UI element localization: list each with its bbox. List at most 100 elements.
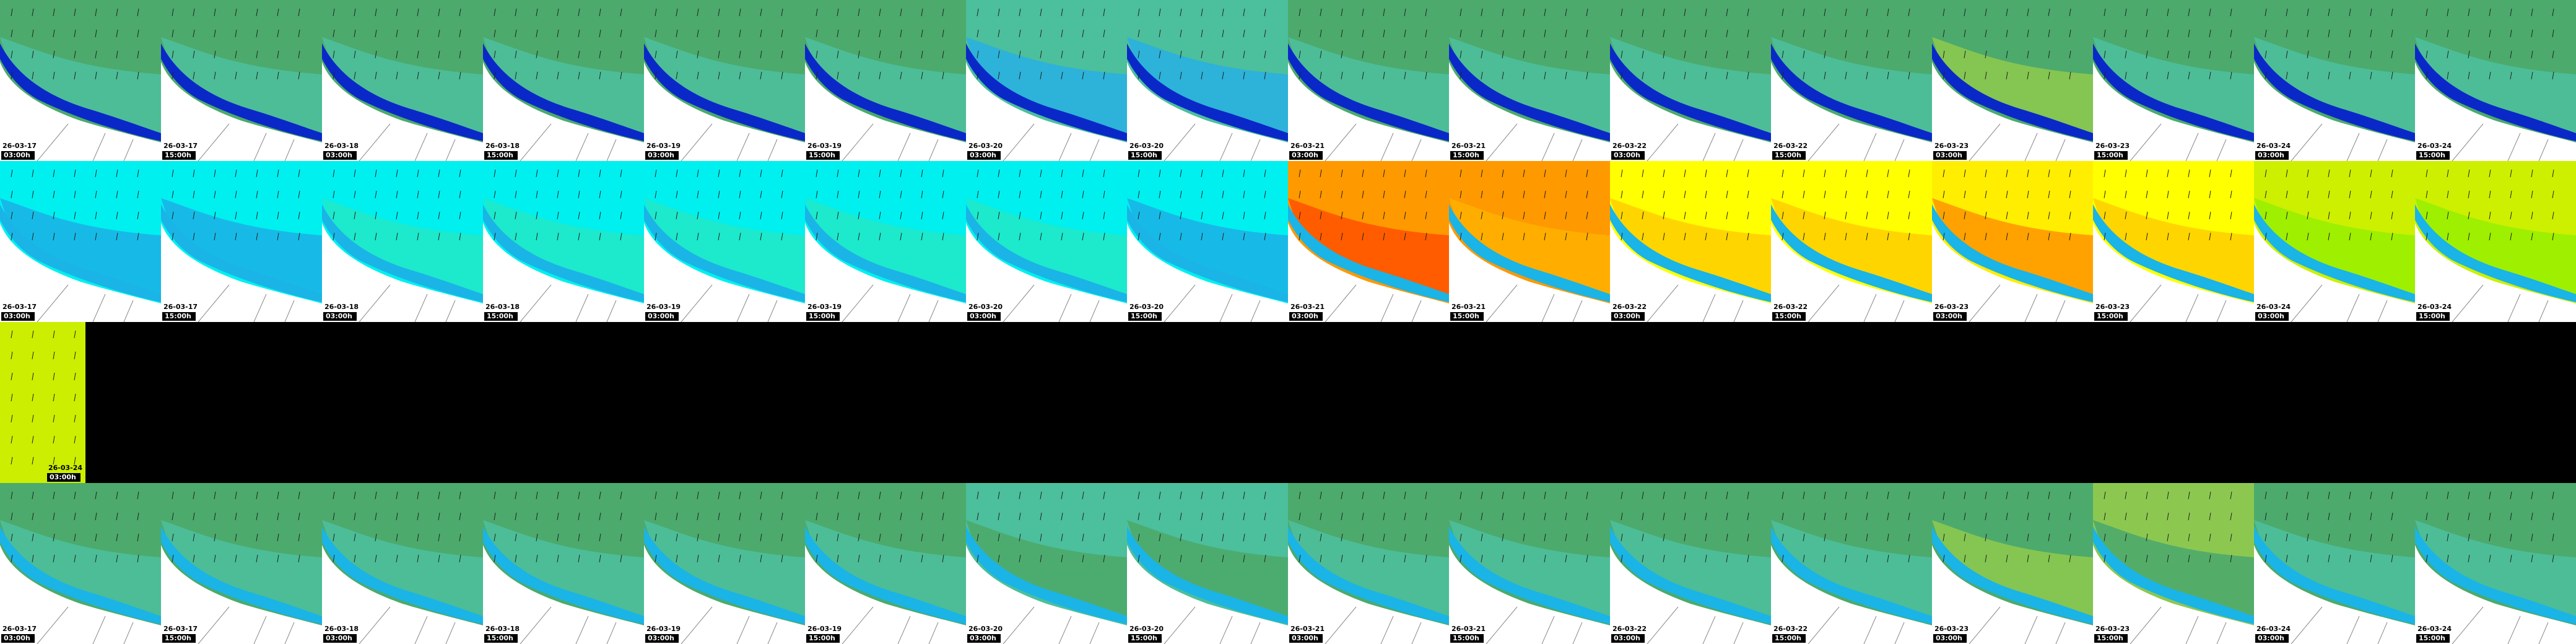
wind-arrow — [1299, 211, 1301, 220]
label-box — [1450, 151, 1484, 160]
wind-arrow — [655, 232, 657, 241]
wind-arrow — [2286, 211, 2288, 220]
wind-arrow — [1747, 8, 1749, 17]
wind-arrow — [1565, 554, 1567, 563]
date-label: 26-03-18 — [324, 303, 359, 311]
date-label: 26-03-23 — [2095, 142, 2130, 150]
wind-arrow — [557, 190, 559, 199]
wind-arrow — [655, 50, 657, 59]
wind-arrow — [2125, 190, 2127, 199]
wind-arrow — [2391, 169, 2393, 178]
coast-band — [322, 204, 483, 302]
wind-arrow — [2027, 512, 2029, 521]
wind-arrow — [2265, 491, 2267, 500]
wind-arrow — [2370, 554, 2372, 563]
wind-arrow — [2349, 190, 2351, 199]
wind-arrow — [1887, 190, 1889, 199]
wind-arrow — [1544, 71, 1546, 80]
wind-arrow — [1705, 29, 1707, 38]
wind-arrow — [2447, 71, 2449, 80]
wind-arrow — [1824, 211, 1826, 220]
wind-arrow — [1061, 169, 1063, 178]
wind-arrow — [2307, 190, 2309, 199]
label-box — [967, 312, 1001, 321]
wind-arrow — [1243, 491, 1245, 500]
wind-arrow — [354, 169, 356, 178]
wind-arrow — [2146, 533, 2148, 542]
wind-arrow — [2370, 533, 2372, 542]
coast-band — [161, 43, 322, 141]
sea-zone — [805, 37, 966, 136]
wind-arrow — [676, 232, 678, 241]
wind-arrow — [2426, 50, 2428, 59]
wind-arrow — [32, 50, 34, 59]
wind-arrow — [977, 211, 979, 220]
wind-arrow — [655, 491, 657, 500]
wind-arrow — [53, 456, 55, 465]
wind-arrow — [2027, 29, 2029, 38]
label-box — [1611, 312, 1645, 321]
wind-arrow — [2265, 169, 2267, 178]
wind-arrow — [1061, 491, 1063, 500]
wind-arrow — [1985, 190, 1987, 199]
wind-arrow — [2328, 232, 2330, 241]
wind-arrow — [2230, 29, 2232, 38]
wind-arrow — [2006, 8, 2008, 17]
wind-arrow — [1425, 512, 1427, 521]
wind-arrow — [1201, 512, 1203, 521]
wind-arrow — [1404, 29, 1406, 38]
wind-arrow — [837, 190, 839, 199]
land — [1449, 223, 1610, 322]
wind-arrow — [1481, 232, 1483, 241]
wind-arrow — [578, 169, 580, 178]
wind-arrow — [1726, 71, 1728, 80]
wind-arrow — [1243, 71, 1245, 80]
wind-arrow — [235, 29, 237, 38]
wind-arrow — [2265, 533, 2267, 542]
wind-arrow — [1201, 190, 1203, 199]
wind-arrow — [1621, 29, 1623, 38]
wind-arrow — [1684, 169, 1686, 178]
wind-arrow — [1040, 554, 1042, 563]
label-box — [1128, 151, 1162, 160]
wind-arrow — [1180, 50, 1182, 59]
label-box — [1933, 634, 1967, 643]
wind-arrow — [1019, 190, 1021, 199]
wind-arrow — [1985, 8, 1987, 17]
wind-arrow — [2349, 491, 2351, 500]
wind-arrow — [1425, 211, 1427, 220]
wind-arrow — [2167, 50, 2169, 59]
wind-arrow — [2531, 29, 2533, 38]
wind-arrow — [1985, 211, 1987, 220]
wind-arrow — [354, 491, 356, 500]
wind-arrow — [256, 533, 258, 542]
wind-arrow — [333, 232, 335, 241]
wind-arrow — [2146, 211, 2148, 220]
wind-arrow — [1642, 8, 1644, 17]
wind-arrow — [1159, 533, 1161, 542]
wind-arrow — [2286, 169, 2288, 178]
wind-arrow — [2552, 169, 2554, 178]
wind-arrow — [1684, 50, 1686, 59]
wind-arrow — [74, 211, 76, 220]
wind-arrow — [900, 211, 902, 220]
wind-arrow — [1964, 554, 1966, 563]
wind-arrow — [1320, 211, 1322, 220]
wind-arrow — [2188, 29, 2190, 38]
wind-arrow — [942, 29, 944, 38]
wind-arrow — [2307, 491, 2309, 500]
coast-band — [1127, 526, 1288, 624]
wind-arrow — [1705, 512, 1707, 521]
sea-zone — [966, 198, 1127, 297]
wind-arrow — [816, 512, 818, 521]
wind-arrow — [1425, 232, 1427, 241]
wind-arrow — [235, 554, 237, 563]
wind-arrow — [2188, 533, 2190, 542]
wind-arrow — [1887, 491, 1889, 500]
wind-arrow — [998, 190, 1000, 199]
time-label: 03:00h — [2258, 312, 2284, 320]
wind-arrow — [1425, 50, 1427, 59]
